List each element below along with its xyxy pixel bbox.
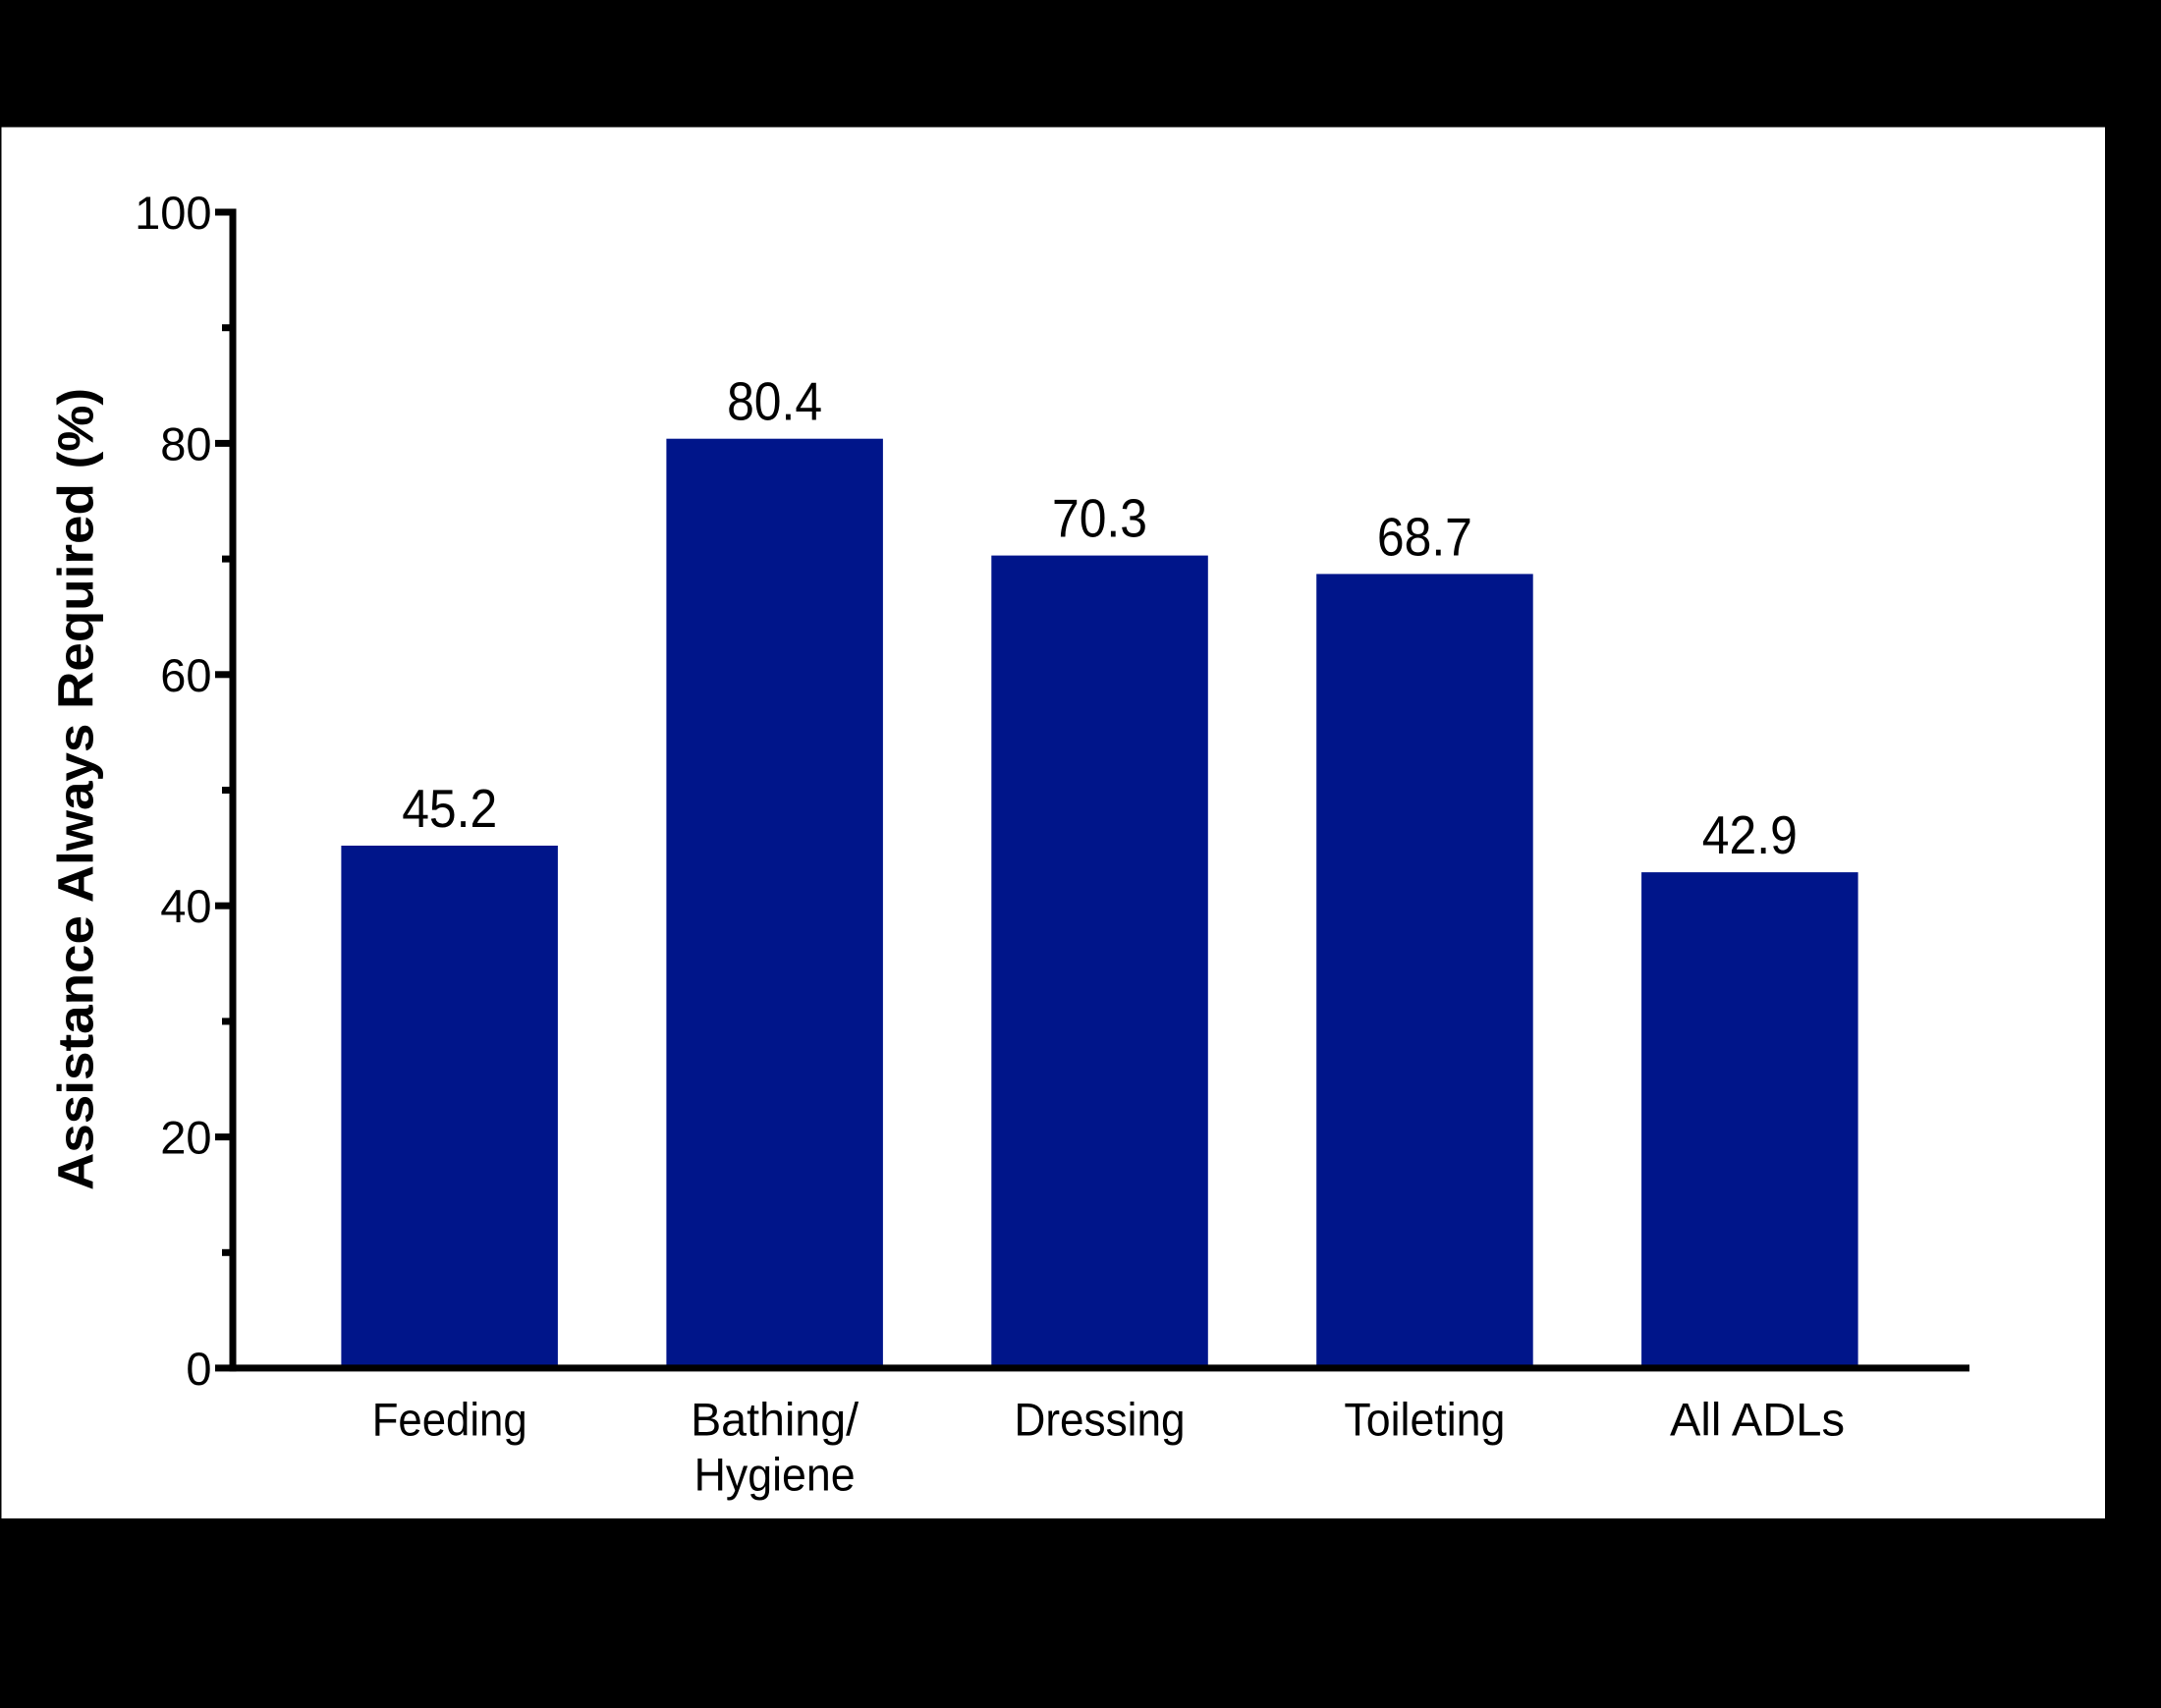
svg-text:All ADLs: All ADLs [1670, 1394, 1845, 1446]
svg-text:68.7: 68.7 [1377, 506, 1472, 567]
svg-text:70.3: 70.3 [1052, 488, 1147, 549]
svg-text:80.4: 80.4 [727, 371, 822, 432]
svg-text:Hygiene: Hygiene [694, 1449, 856, 1501]
svg-text:Assistance Always Required (%): Assistance Always Required (%) [48, 388, 104, 1190]
svg-text:Bathing/: Bathing/ [691, 1394, 859, 1446]
svg-text:Feeding: Feeding [372, 1394, 527, 1446]
svg-text:40: 40 [160, 880, 211, 932]
svg-text:Dressing: Dressing [1015, 1394, 1186, 1446]
svg-text:20: 20 [160, 1112, 211, 1164]
svg-text:100: 100 [135, 187, 211, 239]
svg-text:60: 60 [160, 649, 211, 701]
svg-text:0: 0 [186, 1343, 211, 1395]
svg-text:Toileting: Toileting [1344, 1394, 1505, 1446]
svg-text:45.2: 45.2 [402, 778, 497, 839]
svg-text:80: 80 [160, 417, 211, 469]
svg-text:42.9: 42.9 [1702, 804, 1798, 865]
